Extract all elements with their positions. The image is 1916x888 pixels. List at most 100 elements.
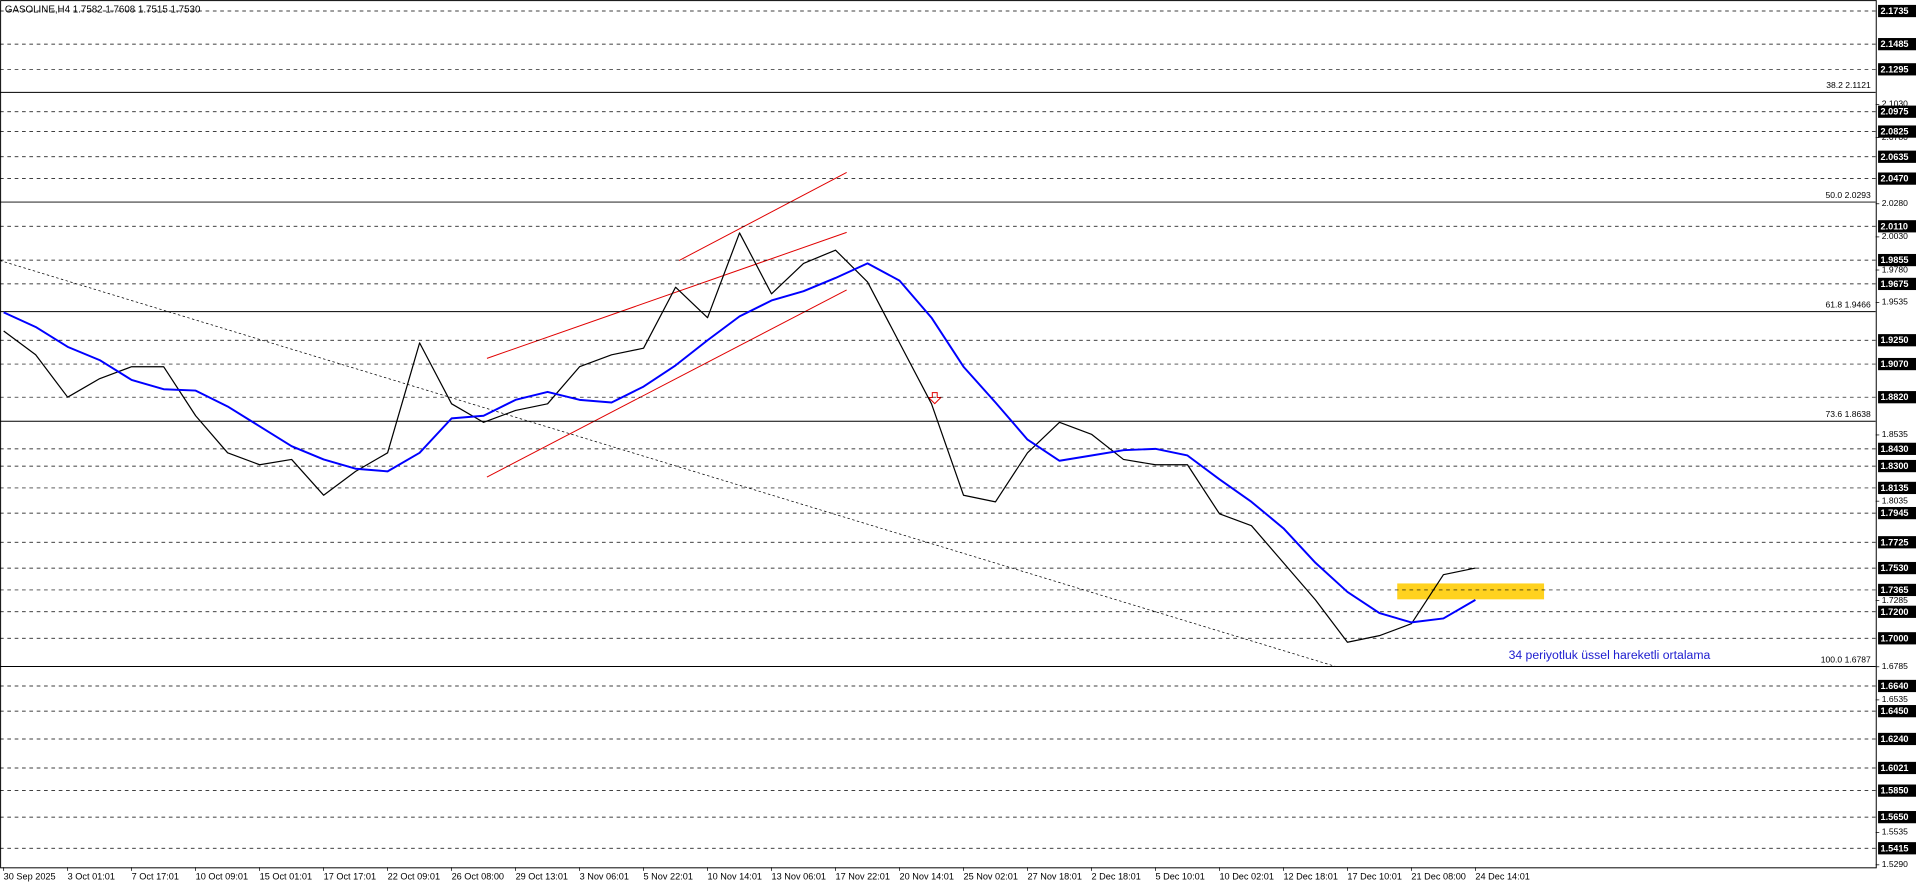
level-label-box (1878, 842, 1916, 855)
level-label-box (1878, 391, 1916, 404)
level-label-box (1878, 481, 1916, 495)
x-tick-label: 17 Nov 22:01 (836, 871, 890, 881)
level-label: 1.7530 (1881, 563, 1909, 573)
y-tick-label: 1.9780 (1882, 264, 1908, 274)
level-label: 2.0110 (1881, 221, 1909, 231)
channel-lower (486, 289, 847, 478)
x-tick-label: 29 Oct 13:01 (516, 871, 568, 881)
fib-price: 1.9466 (1845, 300, 1871, 310)
level-label-box (1878, 253, 1916, 267)
level-label: 1.6021 (1881, 763, 1909, 773)
level-label-box (1878, 561, 1916, 575)
y-tick-label: 2.0280 (1882, 198, 1908, 208)
x-tick-label: 7 Oct 17:01 (132, 871, 179, 881)
level-label: 1.5415 (1881, 843, 1909, 853)
x-tick-label: 30 Sep 2025 (4, 871, 56, 881)
level-label: 1.9070 (1881, 359, 1909, 369)
fib-ratio: 100.0 (1821, 655, 1843, 665)
x-tick-label: 3 Nov 06:01 (580, 871, 629, 881)
level-label-box (1878, 632, 1916, 645)
x-tick-label: 5 Nov 22:01 (644, 871, 693, 881)
level-label-box (1878, 4, 1916, 18)
y-tick-label: 1.7285 (1882, 595, 1908, 605)
level-label-box (1878, 506, 1916, 520)
y-tick-label: 1.9535 (1882, 297, 1908, 307)
fib-ratio: 38.2 (1826, 81, 1843, 91)
level-label-box (1878, 220, 1916, 233)
level-label-box (1878, 38, 1916, 51)
y-tick-label: 1.6535 (1882, 694, 1908, 704)
level-label: 1.6240 (1881, 734, 1909, 744)
channel-middle (486, 231, 847, 359)
level-label: 2.1295 (1881, 64, 1909, 74)
price-line (3, 232, 1476, 643)
x-tick-label: 10 Nov 14:01 (708, 871, 762, 881)
level-label: 2.0825 (1881, 127, 1909, 137)
level-label-box (1878, 705, 1916, 718)
level-label: 2.0470 (1881, 174, 1909, 184)
level-label-box (1878, 334, 1916, 347)
y-tick-label: 1.5535 (1882, 827, 1908, 837)
level-label-box (1878, 459, 1916, 473)
level-label: 2.1735 (1881, 6, 1909, 16)
x-tick-label: 15 Oct 01:01 (260, 871, 312, 881)
level-label: 1.7000 (1881, 633, 1909, 643)
x-tick-label: 10 Dec 02:01 (1219, 871, 1273, 881)
level-label-box (1878, 679, 1916, 693)
y-tick-label: 1.8035 (1882, 495, 1908, 505)
level-label: 1.7945 (1881, 508, 1909, 518)
level-label: 1.7200 (1881, 607, 1909, 617)
x-tick-label: 2 Dec 18:01 (1091, 871, 1140, 881)
level-label-box (1878, 442, 1916, 455)
fib-price: 1.6787 (1845, 655, 1871, 665)
x-tick-label: 12 Dec 18:01 (1283, 871, 1337, 881)
level-label: 1.6450 (1881, 706, 1909, 716)
level-label: 1.8300 (1881, 461, 1909, 471)
level-label: 1.8135 (1881, 483, 1909, 493)
x-tick-label: 13 Nov 06:01 (772, 871, 826, 881)
fib-price: 2.1121 (1845, 81, 1871, 91)
x-tick-label: 24 Dec 14:01 (1475, 871, 1529, 881)
level-label-box (1878, 536, 1916, 549)
level-label-box (1878, 150, 1916, 163)
fib-ratio: 61.8 (1826, 300, 1843, 310)
x-tick-label: 20 Nov 14:01 (900, 871, 954, 881)
level-label-box (1878, 784, 1916, 797)
fib-label: 38.2 2.1121 (1826, 81, 1871, 91)
channel-upper (678, 172, 847, 261)
level-label: 1.6640 (1881, 681, 1909, 691)
y-tick-label: 1.6785 (1882, 661, 1908, 671)
x-tick-label: 17 Dec 10:01 (1347, 871, 1401, 881)
x-tick-label: 22 Oct 09:01 (388, 871, 440, 881)
level-label: 2.0975 (1881, 107, 1909, 117)
fib-price: 1.8638 (1845, 409, 1871, 419)
level-label: 1.7365 (1881, 585, 1909, 595)
down-arrow (927, 392, 943, 405)
support-zone (1397, 583, 1545, 600)
fib-label: 61.8 1.9466 (1826, 300, 1871, 310)
level-label: 1.5850 (1881, 786, 1909, 796)
level-label-box (1878, 63, 1916, 76)
level-label-box (1878, 732, 1916, 746)
y-tick-label: 2.0030 (1882, 231, 1908, 241)
level-label-box (1878, 811, 1916, 824)
level-label-box (1878, 605, 1916, 618)
level-label-box (1878, 105, 1916, 118)
level-label-box (1878, 277, 1916, 291)
fib-price: 2.0293 (1845, 190, 1871, 200)
fib-label: 73.6 1.8638 (1826, 409, 1871, 419)
fib-ratio: 50.0 (1826, 190, 1843, 200)
x-tick-label: 3 Oct 01:01 (68, 871, 115, 881)
level-label: 1.9855 (1881, 255, 1909, 265)
level-label-box (1878, 583, 1916, 597)
x-tick-label: 25 Nov 02:01 (964, 871, 1018, 881)
y-tick-label: 2.1030 (1882, 99, 1908, 109)
level-label: 1.7725 (1881, 537, 1909, 547)
plot-frame (0, 0, 1877, 869)
y-tick-label: 1.8535 (1882, 429, 1908, 439)
fib-label: 100.0 1.6787 (1821, 655, 1871, 665)
level-label: 1.8430 (1881, 444, 1909, 454)
x-tick-label: 21 Dec 08:00 (1411, 871, 1465, 881)
